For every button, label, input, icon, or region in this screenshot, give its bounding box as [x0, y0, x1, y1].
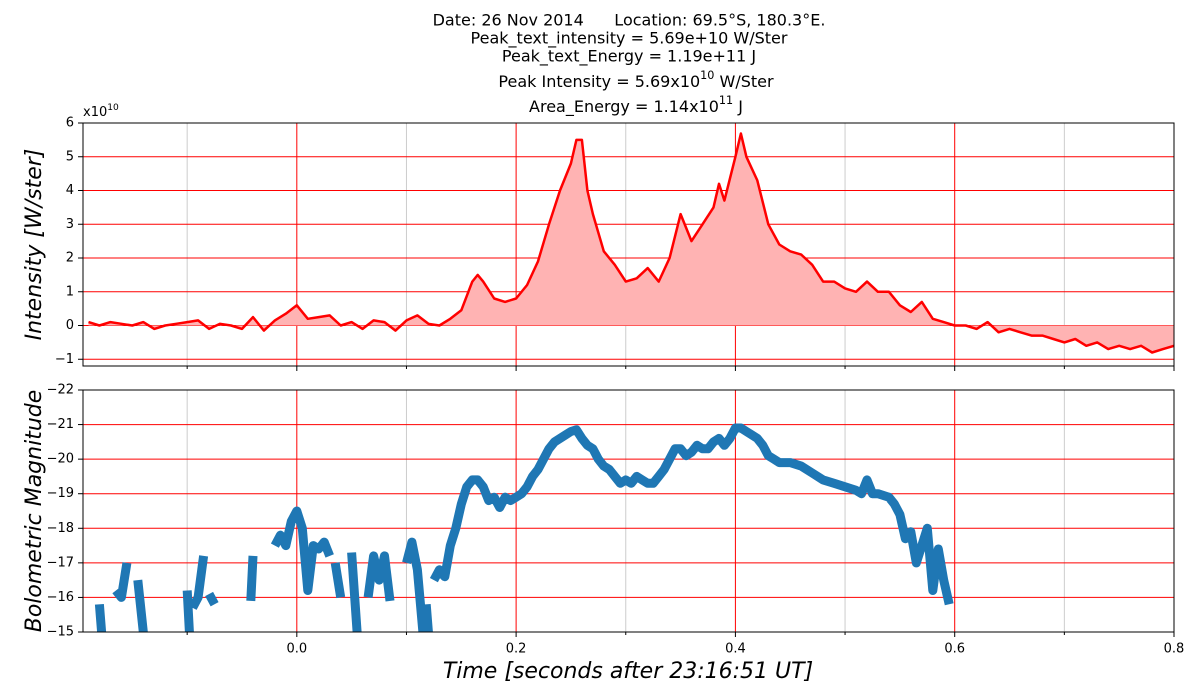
y-tick-label: −20: [47, 452, 74, 467]
y-tick-label: −15: [47, 625, 74, 640]
axes-frame: [82, 389, 1175, 633]
y-axis-label: Intensity [W/ster]: [22, 149, 47, 341]
x-tick-label: 0.6: [944, 642, 965, 657]
y-tick-label: 4: [66, 183, 74, 198]
x-axis-label: Time [seconds after 23:16:51 UT]: [443, 659, 813, 684]
y-tick-label: 0: [66, 318, 74, 333]
subtitle-line-text: Peak Intensity = 5.69x10: [498, 72, 700, 91]
line: [94, 423, 954, 632]
subtitle-line-text: Area_Energy = 1.14x10: [529, 97, 719, 117]
y-tick-label: −22: [47, 383, 74, 398]
x-tick-label: 0.2: [506, 642, 527, 657]
y-tick-label: −18: [47, 521, 74, 536]
x-tick-label: 0.4: [725, 642, 746, 657]
title-line: Peak_text_Energy = 1.19e+11 J: [502, 47, 756, 67]
offset-text-sup: 10: [107, 103, 119, 113]
subtitle-line-sup: 10: [700, 69, 714, 82]
subtitle-line-unit: W/Ster: [714, 72, 774, 91]
y-tick-label: 5: [66, 149, 74, 164]
y-axis-label: Bolometric Magnitude: [22, 390, 47, 633]
y-tick-label: 2: [66, 251, 74, 266]
x-tick-label: 0.0: [286, 642, 307, 657]
y-tick-label: 3: [66, 217, 74, 232]
subtitle-line-unit: J: [733, 97, 743, 116]
y-tick-label: 6: [66, 116, 74, 131]
y-tick-label: −19: [47, 486, 74, 501]
title-line: Date: 26 Nov 2014 Location: 69.5°S, 180.…: [433, 11, 826, 30]
axes-frame: [82, 122, 1175, 367]
x-tick-label: 0.8: [1164, 642, 1185, 657]
y-tick-label: −21: [47, 417, 74, 432]
area: [88, 133, 1174, 353]
y-tick-label: −1: [55, 352, 74, 367]
subtitle-line: Area_Energy = 1.14x1011 J: [529, 94, 743, 117]
offset-text-text: x10: [83, 105, 107, 120]
subtitle-line-sup: 11: [719, 94, 733, 107]
title-line: Peak_text_intensity = 5.69e+10 W/Ster: [471, 29, 788, 49]
y-tick-label: −17: [47, 555, 74, 570]
y-tick-label: −16: [47, 590, 74, 605]
subtitle-line: Peak Intensity = 5.69x1010 W/Ster: [498, 69, 774, 91]
y-tick-label: 1: [66, 284, 74, 299]
line: [88, 132, 1174, 354]
offset-text: x1010: [83, 103, 119, 120]
